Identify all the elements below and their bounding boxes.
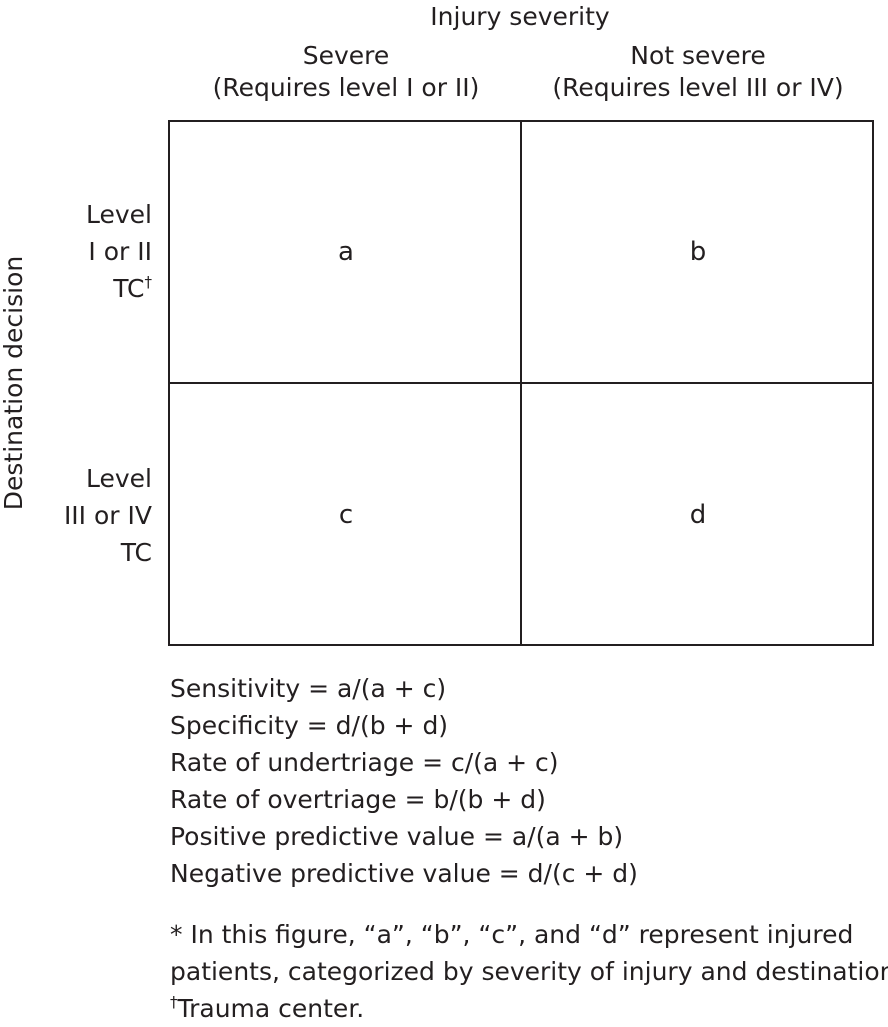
row-label-line: Level	[86, 464, 152, 493]
column-sublabel: (Requires level I or II)	[212, 73, 480, 102]
dagger-mark: †	[144, 273, 153, 291]
row-label-line: Level	[86, 200, 152, 229]
column-label: Severe	[302, 41, 390, 70]
column-header-not-severe: Not severe (Requires level III or IV)	[522, 40, 874, 104]
column-label: Not severe	[630, 41, 766, 70]
cell-b: b	[689, 237, 707, 267]
formula-overtriage: Rate of overtriage = b/(b + d)	[170, 785, 546, 814]
grid-horizontal-divider	[168, 382, 874, 384]
column-header-severe: Severe (Requires level I or II)	[170, 40, 522, 104]
cell-a: a	[338, 237, 354, 267]
formula-npv: Negative predictive value = d/(c + d)	[170, 859, 638, 888]
footnote: * In this figure, “a”, “b”, “c”, and “d”…	[170, 916, 888, 1027]
row-label-level-3-4: Level III or IV TC	[2, 460, 152, 571]
footnote-line: * In this figure, “a”, “b”, “c”, and “d”…	[170, 920, 854, 949]
formula-list: Sensitivity = a/(a + c) Specificity = d/…	[170, 670, 638, 892]
formula-ppv: Positive predictive value = a/(a + b)	[170, 822, 624, 851]
column-sublabel: (Requires level III or IV)	[552, 73, 844, 102]
row-label-line: TC	[120, 538, 152, 567]
formula-sensitivity: Sensitivity = a/(a + c)	[170, 674, 447, 703]
footnote-line: †Trauma center.	[170, 993, 365, 1023]
row-label-line: I or II	[88, 237, 152, 266]
row-label-line: III or IV	[63, 501, 152, 530]
dagger-mark: †	[170, 993, 178, 1011]
footnote-line: patients, categorized by severity of inj…	[170, 957, 888, 986]
cell-d: d	[689, 500, 707, 530]
formula-specificity: Specificity = d/(b + d)	[170, 711, 449, 740]
cell-c: c	[338, 500, 354, 530]
column-axis-title: Injury severity	[430, 2, 610, 31]
row-label-level-1-2: Level I or II TC†	[2, 196, 152, 307]
formula-undertriage: Rate of undertriage = c/(a + c)	[170, 748, 559, 777]
row-label-line: TC†	[113, 273, 153, 303]
